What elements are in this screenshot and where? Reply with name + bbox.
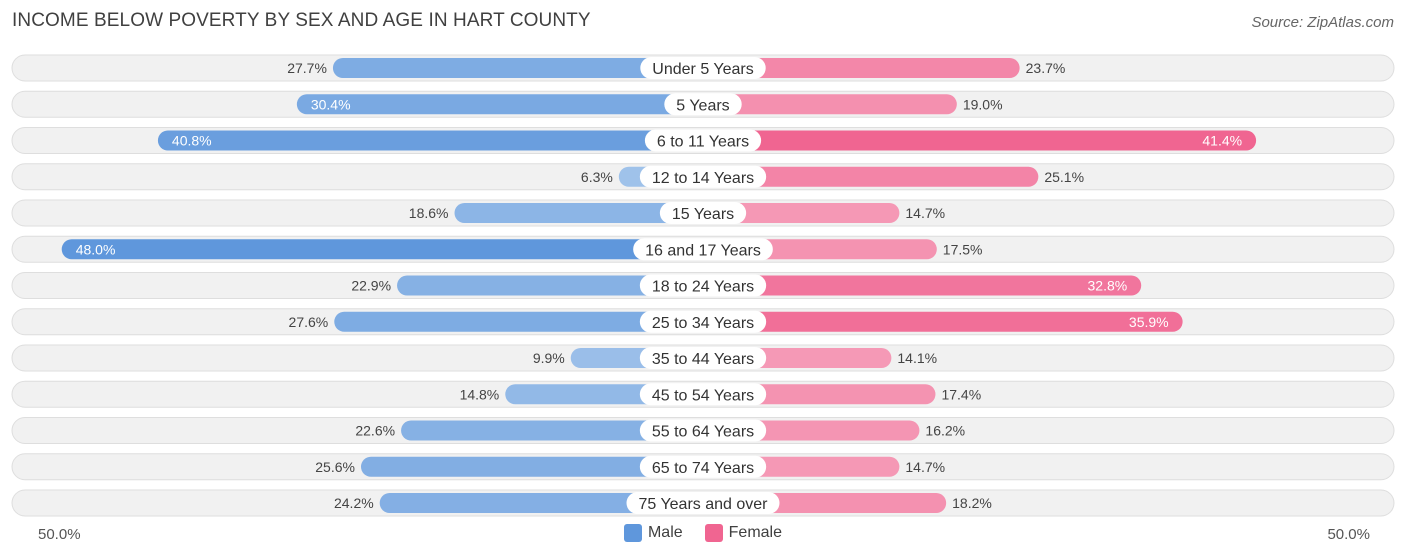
category-label-bg [639,455,767,478]
category-label-bg [639,383,767,406]
category-label: 75 Years and over [639,496,769,513]
legend-swatch-male [623,524,642,542]
male-bar [61,239,704,260]
category-label-bg [664,93,742,116]
female-value-label: 18.2% [952,495,992,511]
legend-item-female: Female [704,524,783,542]
male-bar [397,275,703,296]
category-label: 16 and 17 Years [645,242,761,259]
female-value-label: 14.7% [905,205,945,221]
male-value-label: 6.3% [581,169,613,185]
male-bar [401,420,703,441]
male-value-label: 22.9% [351,278,391,294]
category-label: 18 to 24 Years [652,279,754,296]
category-label: 45 to 54 Years [652,387,754,404]
female-value-label: 19.0% [963,96,1003,112]
legend-item-male: Male [623,524,683,542]
source-credit: Source: ZipAtlas.com [1251,14,1394,31]
female-bar [703,311,1183,332]
diverging-bar-chart: 27.7% 23.7% Under 5 Years 30.4% 19.0% 5 Years… [11,54,1395,517]
female-value-label: 14.7% [905,459,945,475]
category-label-bg [639,310,767,333]
male-value-label: 30.4% [311,96,351,112]
male-bar [296,94,703,115]
category-label: 55 to 64 Years [652,424,754,441]
male-bar [379,493,703,513]
female-value-label: 25.1% [1044,169,1084,185]
male-value-label: 40.8% [172,133,212,149]
category-label-bg [639,274,767,297]
male-value-label: 48.0% [76,241,116,257]
category-label-bg [639,347,767,369]
male-value-label: 9.9% [533,350,565,366]
female-bar [703,130,1257,151]
male-value-label: 27.7% [287,60,327,76]
male-value-label: 27.6% [289,314,329,330]
male-value-label: 14.8% [460,386,500,402]
male-value-label: 18.6% [409,205,449,221]
axis-left-label: 50.0% [38,526,81,543]
legend: Male Female [0,524,1406,542]
male-value-label: 25.6% [315,459,355,475]
category-label: Under 5 Years [652,61,753,78]
legend-swatch-female [704,524,723,542]
male-bar [332,58,703,78]
category-label-bg [659,202,747,224]
male-value-label: 22.6% [355,423,395,439]
male-value-label: 24.2% [334,495,374,511]
female-bar [703,94,957,115]
axis-right-label: 50.0% [1327,526,1370,543]
category-label-bg [639,165,767,188]
category-label: 6 to 11 Years [657,134,749,151]
category-label-bg [644,129,762,152]
category-label: 25 to 34 Years [652,315,754,332]
male-bar [360,456,703,477]
female-value-label: 16.2% [925,423,965,439]
female-bar [703,58,1020,78]
category-label: 65 to 74 Years [652,460,754,477]
male-bar [334,311,703,332]
female-bar [703,275,1142,296]
category-label-bg [639,419,767,442]
female-value-label: 14.1% [897,350,937,366]
category-label: 35 to 44 Years [652,351,754,368]
female-value-label: 17.5% [943,241,983,257]
category-label-bg [626,492,780,514]
female-bar [703,166,1039,187]
female-bar [703,203,900,223]
legend-label-female: Female [728,524,783,541]
category-label: 5 Years [676,97,729,114]
female-value-label: 32.8% [1088,278,1128,294]
male-bar [157,130,704,151]
female-value-label: 17.4% [941,386,981,402]
category-label-bg [633,238,773,261]
female-value-label: 41.4% [1202,133,1242,149]
female-value-label: 35.9% [1129,314,1169,330]
legend-label-male: Male [647,524,683,541]
chart-title: INCOME BELOW POVERTY BY SEX AND AGE IN H… [12,10,591,31]
category-label: 12 to 14 Years [652,170,754,187]
female-value-label: 23.7% [1026,60,1066,76]
category-label-bg [640,57,766,79]
category-label: 15 Years [672,206,734,223]
male-bar [454,203,703,223]
